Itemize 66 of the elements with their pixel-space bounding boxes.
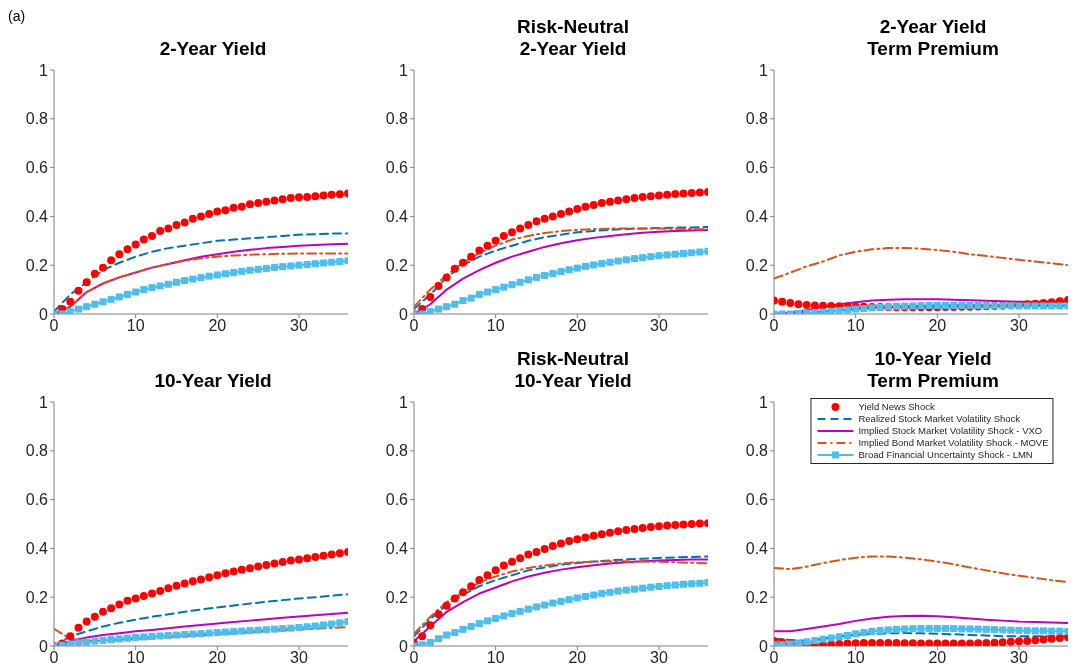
legend-label: Implied Bond Market Volatility Shock - MOVE <box>858 437 1049 449</box>
y-tick-label: 0.4 <box>385 208 409 226</box>
y-tick-label: 0.8 <box>25 110 49 128</box>
x-tick-label: 20 <box>568 649 587 667</box>
y-tick-label: 0 <box>759 305 769 323</box>
x-tick-label: 10 <box>126 649 145 667</box>
y-tick-label: 0.4 <box>385 540 409 558</box>
y-tick-label: 0.8 <box>745 442 769 460</box>
y-tick-label: 0.8 <box>385 442 409 460</box>
x-tick-label: 10 <box>486 649 505 667</box>
y-tick-label: 0 <box>399 637 409 655</box>
x-tick-label: 10 <box>846 649 865 667</box>
legend-label: Yield News Shock <box>858 401 935 413</box>
chart-title: Risk-Neutral 2-Year Yield <box>517 16 629 60</box>
y-tick-label: 0 <box>39 305 49 323</box>
y-tick-label: 0.8 <box>25 442 49 460</box>
y-tick-label: 1 <box>399 61 409 79</box>
x-tick-label: 30 <box>1010 317 1028 335</box>
y-tick-label: 0.2 <box>25 588 49 606</box>
legend-label: Broad Financial Uncertainty Shock - LMN <box>858 449 1033 461</box>
x-tick-label: 10 <box>846 317 865 335</box>
y-tick-label: 0.6 <box>385 159 409 177</box>
y-tick-label: 1 <box>759 61 769 79</box>
y-tick-label: 0.2 <box>745 588 769 606</box>
chart-title: Risk-Neutral 10-Year Yield <box>514 348 632 392</box>
chart-title: 10-Year Yield Term Premium <box>867 348 999 392</box>
y-tick-label: 0.6 <box>745 159 769 177</box>
x-tick-label: 20 <box>568 317 587 335</box>
y-tick-label: 0.8 <box>385 110 409 128</box>
y-tick-label: 0.4 <box>745 540 769 558</box>
x-tick-label: 10 <box>486 317 505 335</box>
y-tick-label: 0.2 <box>25 256 49 274</box>
y-tick-label: 1 <box>39 61 49 79</box>
y-tick-label: 1 <box>399 393 409 411</box>
y-tick-label: 1 <box>759 393 769 411</box>
x-tick-label: 20 <box>208 649 227 667</box>
y-tick-label: 0 <box>399 305 409 323</box>
chart-title: 2-Year Yield <box>159 38 267 60</box>
x-tick-label: 30 <box>650 317 668 335</box>
x-tick-label: 30 <box>290 317 308 335</box>
x-tick-label: 20 <box>208 317 227 335</box>
y-tick-label: 0 <box>39 637 49 655</box>
x-tick-label: 20 <box>928 649 947 667</box>
y-tick-label: 0.4 <box>745 208 769 226</box>
x-tick-label: 20 <box>928 317 947 335</box>
x-tick-label: 30 <box>290 649 308 667</box>
y-tick-label: 0.4 <box>25 208 49 226</box>
text: (a) <box>8 8 26 24</box>
y-tick-label: 0.6 <box>25 159 49 177</box>
x-tick-label: 10 <box>126 317 145 335</box>
x-tick-label: 30 <box>650 649 668 667</box>
y-tick-label: 0.2 <box>385 256 409 274</box>
chart-title: 2-Year Yield Term Premium <box>867 16 999 60</box>
legend-label: Implied Stock Market Volatility Shock - VXO <box>858 425 1043 437</box>
y-tick-label: 0.2 <box>745 256 769 274</box>
y-tick-label: 0.2 <box>385 588 409 606</box>
y-tick-label: 0 <box>759 637 769 655</box>
y-tick-label: 0.4 <box>25 540 49 558</box>
y-tick-label: 1 <box>39 393 49 411</box>
x-tick-label: 30 <box>1010 649 1028 667</box>
y-tick-label: 0.6 <box>25 491 49 509</box>
legend-label: Realized Stock Market Volatility Shock <box>858 413 1021 425</box>
y-tick-label: 0.8 <box>745 110 769 128</box>
chart-title: 10-Year Yield <box>154 370 272 392</box>
y-tick-label: 0.6 <box>745 491 769 509</box>
y-tick-label: 0.6 <box>385 491 409 509</box>
